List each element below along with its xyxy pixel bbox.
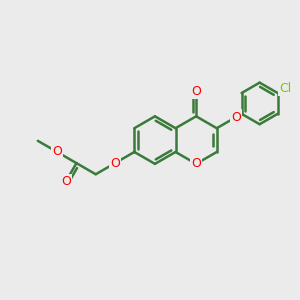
Text: O: O [191,85,201,98]
Text: Cl: Cl [279,82,292,95]
Text: O: O [52,146,62,158]
Text: O: O [191,158,201,170]
Text: O: O [231,111,241,124]
Text: O: O [110,157,120,169]
Text: O: O [61,175,71,188]
